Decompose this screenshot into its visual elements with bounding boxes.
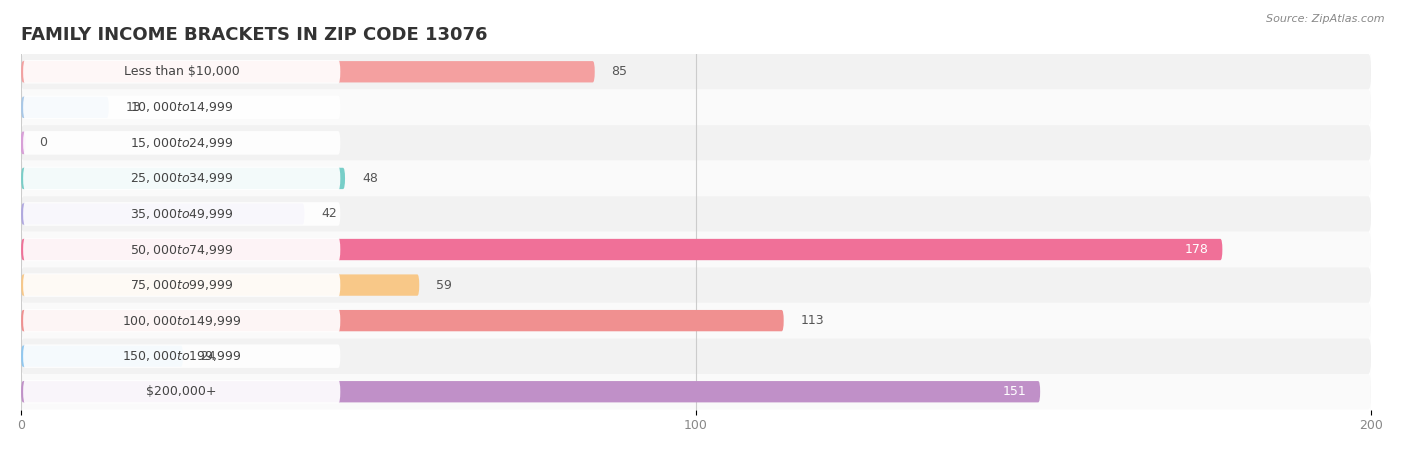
Text: $50,000 to $74,999: $50,000 to $74,999	[129, 243, 233, 256]
Text: $15,000 to $24,999: $15,000 to $24,999	[129, 136, 233, 150]
Text: Source: ZipAtlas.com: Source: ZipAtlas.com	[1267, 14, 1385, 23]
Text: 59: 59	[436, 279, 451, 292]
FancyBboxPatch shape	[21, 168, 344, 189]
Text: $10,000 to $14,999: $10,000 to $14,999	[129, 100, 233, 114]
FancyBboxPatch shape	[21, 203, 305, 225]
FancyBboxPatch shape	[21, 381, 1040, 402]
FancyBboxPatch shape	[22, 309, 340, 333]
Text: 13: 13	[125, 101, 142, 114]
FancyBboxPatch shape	[21, 161, 1371, 196]
Text: 42: 42	[322, 207, 337, 220]
Text: 151: 151	[1002, 385, 1026, 398]
FancyBboxPatch shape	[22, 166, 340, 190]
FancyBboxPatch shape	[22, 380, 340, 404]
FancyBboxPatch shape	[21, 346, 183, 367]
FancyBboxPatch shape	[22, 131, 340, 155]
FancyBboxPatch shape	[21, 303, 1371, 338]
FancyBboxPatch shape	[21, 125, 1371, 161]
FancyBboxPatch shape	[21, 274, 419, 296]
Text: $75,000 to $99,999: $75,000 to $99,999	[129, 278, 233, 292]
Text: $35,000 to $49,999: $35,000 to $49,999	[129, 207, 233, 221]
Text: 48: 48	[361, 172, 378, 185]
Text: 178: 178	[1185, 243, 1209, 256]
Text: $25,000 to $34,999: $25,000 to $34,999	[129, 171, 233, 185]
FancyBboxPatch shape	[21, 232, 1371, 267]
FancyBboxPatch shape	[22, 238, 340, 261]
FancyBboxPatch shape	[22, 202, 340, 226]
Text: 0: 0	[38, 136, 46, 149]
Text: $100,000 to $149,999: $100,000 to $149,999	[122, 314, 242, 328]
Text: 24: 24	[200, 350, 215, 363]
Text: $150,000 to $199,999: $150,000 to $199,999	[122, 349, 242, 363]
FancyBboxPatch shape	[22, 344, 340, 368]
FancyBboxPatch shape	[22, 60, 340, 84]
FancyBboxPatch shape	[21, 196, 1371, 232]
Text: Less than $10,000: Less than $10,000	[124, 65, 239, 78]
FancyBboxPatch shape	[21, 239, 1222, 260]
FancyBboxPatch shape	[21, 267, 1371, 303]
Circle shape	[21, 132, 25, 153]
Text: 85: 85	[612, 65, 627, 78]
Text: 113: 113	[800, 314, 824, 327]
Text: FAMILY INCOME BRACKETS IN ZIP CODE 13076: FAMILY INCOME BRACKETS IN ZIP CODE 13076	[21, 26, 488, 44]
FancyBboxPatch shape	[21, 338, 1371, 374]
FancyBboxPatch shape	[21, 54, 1371, 90]
FancyBboxPatch shape	[22, 95, 340, 119]
FancyBboxPatch shape	[21, 90, 1371, 125]
FancyBboxPatch shape	[21, 61, 595, 82]
Text: $200,000+: $200,000+	[146, 385, 217, 398]
FancyBboxPatch shape	[21, 97, 108, 118]
FancyBboxPatch shape	[21, 310, 783, 331]
FancyBboxPatch shape	[21, 374, 1371, 410]
FancyBboxPatch shape	[22, 273, 340, 297]
